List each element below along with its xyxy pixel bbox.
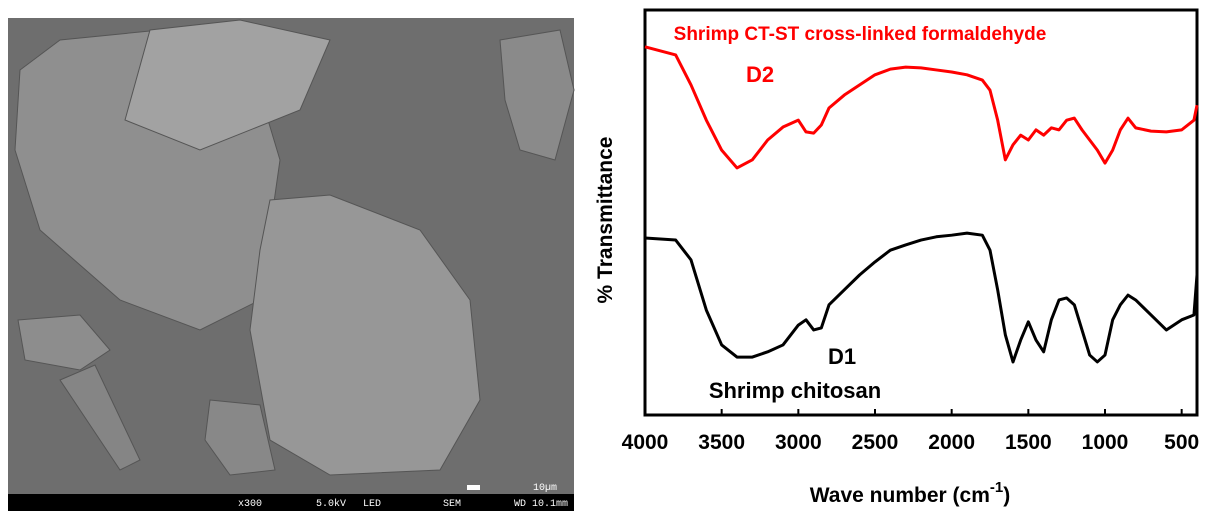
x-tick-label: 3000: [775, 431, 822, 454]
sem-image: 10µm x300 5.0kV LED SEM WD 10.1mm: [8, 18, 574, 511]
sem-info: 5.0kV: [316, 498, 346, 510]
x-tick-label: 500: [1164, 431, 1199, 454]
series-label: D2: [746, 62, 774, 87]
sem-info-bar: [8, 494, 574, 511]
x-tick-label: 2500: [852, 431, 899, 454]
x-tick-label: 4000: [622, 431, 669, 454]
scale-bar: [467, 485, 480, 490]
annotation: Shrimp chitosan: [709, 378, 881, 403]
annotation: Shrimp CT-ST cross-linked formaldehyde: [674, 24, 1047, 45]
sem-info: LED: [363, 499, 381, 510]
x-axis-title: Wave number (cm-1): [810, 479, 1010, 507]
series-line: [645, 47, 1197, 168]
x-tick-label: 2000: [928, 431, 975, 454]
x-axis-title-text: Wave number (cm: [810, 484, 990, 507]
sem-info: x300: [238, 499, 262, 510]
ftir-chart: Shrimp CT-ST cross-linked formaldehyde D…: [594, 10, 1199, 507]
series-label: D1: [828, 344, 856, 369]
y-axis-title: % Transmittance: [594, 137, 617, 304]
plot-frame: [645, 10, 1197, 415]
figure: 10µm x300 5.0kV LED SEM WD 10.1mm Shrimp…: [0, 0, 1207, 511]
series-line: [645, 233, 1197, 362]
sem-info: WD 10.1mm: [514, 499, 568, 510]
x-axis-title-sup: -1: [990, 479, 1003, 496]
x-axis-title-suffix: ): [1003, 484, 1010, 507]
x-tick-label: 1000: [1082, 431, 1129, 454]
sem-info: SEM: [443, 499, 461, 510]
scale-label: 10µm: [533, 483, 557, 494]
x-tick-label: 1500: [1005, 431, 1052, 454]
x-tick-label: 3500: [698, 431, 745, 454]
